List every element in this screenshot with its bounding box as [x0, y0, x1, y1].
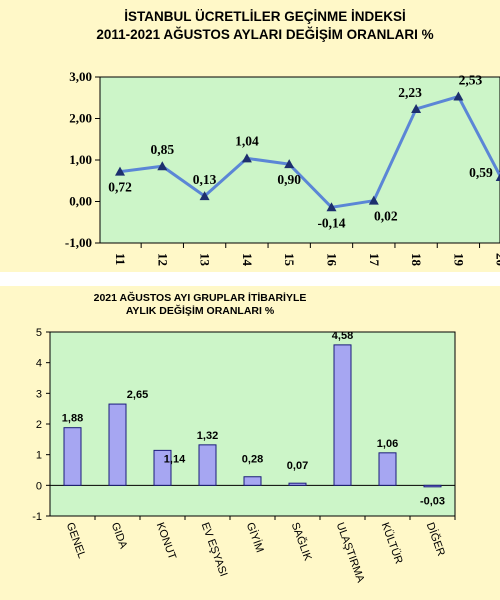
data-label: 4,58	[332, 330, 353, 342]
category-label: DİĞER	[424, 521, 448, 558]
y-tick-label: 3,00	[69, 69, 92, 84]
data-label: 0,85	[150, 142, 174, 157]
line-series	[119, 94, 500, 209]
y-tick-label: 2,00	[69, 111, 92, 126]
y-tick-label: -1,00	[65, 235, 92, 250]
data-label: 0,02	[374, 209, 398, 224]
y-tick-label: -1	[32, 511, 42, 523]
line-point	[115, 166, 125, 176]
x-tick-label: 12	[155, 253, 170, 266]
data-label: 0,28	[242, 454, 263, 466]
data-label: 2,23	[398, 85, 422, 100]
data-label: 1,14	[164, 453, 186, 465]
line-point	[368, 195, 379, 205]
bar-chart-title-line1: 2021 AĞUSTOS AYI GRUPLAR İTİBARİYLE	[93, 292, 307, 304]
x-tick-label: 18	[409, 253, 424, 267]
bar-chart-title: 2021 AĞUSTOS AYI GRUPLAR İTİBARİYLE AYLI…	[0, 292, 400, 318]
y-tick-label: 3	[36, 388, 42, 400]
bar	[63, 427, 82, 486]
line-point	[453, 91, 464, 101]
line-chart: 3,00 2,00 1,00 0,00 -1,00 11 12 13 14 15 16 17 18 19…	[65, 69, 500, 267]
data-label: 1,88	[62, 413, 83, 425]
bar-chart: 5 4 3 2 1 0 -1 1,88 2,65 1,14 1,32 0,28 0,07 4,58 1,0…	[32, 327, 456, 585]
line-point	[495, 173, 500, 182]
data-label: 1,04	[235, 133, 259, 148]
data-label: -0,03	[420, 495, 445, 507]
bar	[198, 444, 217, 486]
bar	[288, 482, 307, 486]
data-label: 2,53	[459, 73, 483, 88]
category-label: SAĞLIK	[289, 521, 315, 563]
x-tick-label: 14	[240, 253, 255, 267]
bar	[378, 452, 397, 486]
category-label: GİYİM	[244, 521, 267, 555]
data-label: 0,59	[469, 165, 493, 180]
y-tick-label: 0,00	[69, 194, 92, 209]
y-tick-label: 4	[36, 358, 42, 370]
x-tick-label: 17	[367, 253, 382, 267]
y-tick-label: 2	[36, 419, 42, 431]
bar	[153, 449, 172, 486]
line-point	[157, 161, 168, 171]
bar	[108, 403, 127, 486]
line-point	[284, 159, 295, 169]
data-label: 0,90	[277, 172, 301, 187]
category-label: EV EŞYASI	[199, 521, 230, 578]
category-label: GIDA	[109, 521, 130, 551]
panel-divider	[0, 272, 500, 286]
x-tick-label: 13	[198, 253, 213, 267]
y-tick-label: 1	[36, 450, 42, 462]
category-label: GENEL	[64, 521, 88, 560]
line-chart-title-line1: İSTANBUL ÜCRETLİLER GEÇİNME İNDEKSİ	[124, 9, 406, 24]
line-chart-title-line2: 2011-2021 AĞUSTOS AYLARI DEĞİŞİM ORANLAR…	[96, 27, 434, 42]
bar	[243, 476, 262, 486]
line-point	[326, 202, 337, 212]
y-tick-label: 0	[36, 480, 42, 492]
x-tick-label: 11	[113, 253, 128, 265]
line-point	[241, 153, 252, 163]
line-point	[411, 103, 422, 113]
bar	[423, 484, 442, 488]
data-label: 1,32	[197, 430, 218, 442]
category-label: KÜLTÜR	[379, 521, 405, 566]
category-label: ULAŞTIRMA	[334, 521, 367, 585]
bar	[333, 344, 352, 486]
x-tick-label: 19	[451, 253, 466, 267]
x-tick-label: 20	[494, 253, 500, 266]
line-point	[199, 191, 210, 201]
line-chart-title: İSTANBUL ÜCRETLİLER GEÇİNME İNDEKSİ 2011…	[30, 8, 500, 44]
data-label: 0,72	[108, 180, 132, 195]
data-label: 0,07	[287, 460, 308, 472]
x-tick-label: 16	[325, 253, 340, 267]
category-label: KONUT	[154, 521, 179, 562]
bar-chart-title-line2: AYLIK DEĞİŞİM ORANLARI %	[125, 305, 275, 317]
y-tick-label: 1,00	[69, 152, 92, 167]
y-tick-label: 5	[36, 327, 42, 339]
x-tick-label: 15	[282, 253, 297, 267]
data-label: 0,13	[193, 172, 217, 187]
data-label: 2,65	[127, 389, 148, 401]
data-label: -0,14	[317, 215, 345, 230]
data-label: 1,06	[377, 438, 398, 450]
